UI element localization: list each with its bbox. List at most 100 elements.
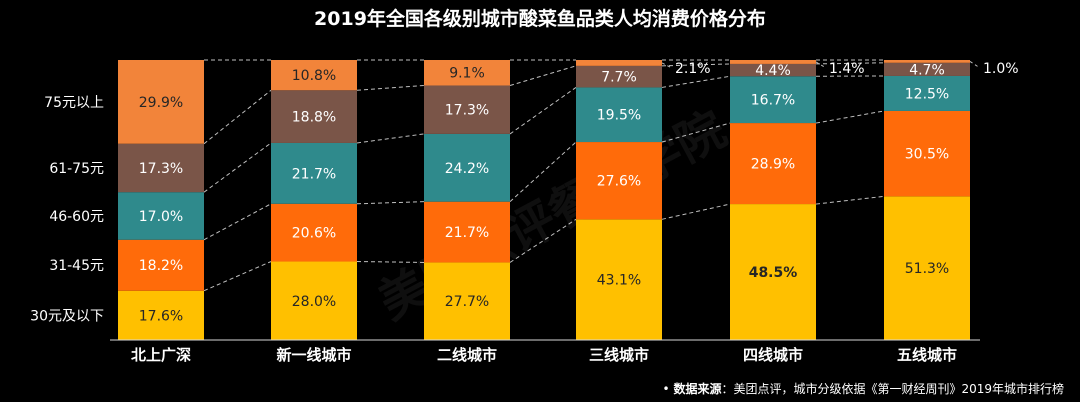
legend-label: 75元以上	[44, 95, 104, 111]
data-label: 4.7%	[909, 62, 945, 78]
category-label: 二线城市	[437, 346, 497, 364]
connector-lines	[203, 59, 981, 292]
data-label: 17.3%	[445, 103, 489, 119]
category-label: 四线城市	[743, 346, 803, 364]
connector-line	[661, 203, 731, 220]
bar-segment	[884, 75, 970, 111]
connector-line	[509, 65, 577, 86]
bar-segment	[730, 76, 816, 124]
category-label: 三线城市	[589, 346, 649, 364]
data-label: 10.8%	[292, 68, 336, 84]
data-label: 12.5%	[905, 86, 949, 102]
connector-line	[509, 218, 577, 263]
data-label: 9.1%	[449, 66, 485, 82]
data-label: 21.7%	[445, 225, 489, 241]
data-label: 16.7%	[751, 93, 795, 109]
bar-segment	[118, 192, 204, 240]
data-label: 48.5%	[749, 265, 798, 281]
connector-line	[203, 203, 272, 241]
connector-line	[661, 75, 731, 88]
bar-segment	[271, 203, 357, 262]
category-label: 新一线城市	[276, 346, 351, 364]
legend-label: 31-45元	[49, 258, 104, 274]
data-label: 24.2%	[445, 161, 489, 177]
bar-segment	[884, 110, 970, 197]
source-note: • 数据来源：美团点评，城市分级依据《第一财经周刊》2019年城市排行榜	[663, 380, 1064, 397]
bar-segment	[576, 142, 662, 220]
bar-segment	[424, 85, 510, 134]
data-label: 28.0%	[292, 294, 336, 310]
connector-line	[203, 261, 272, 292]
source-label: 数据来源	[673, 382, 722, 396]
label-leader-line	[661, 62, 673, 69]
category-label: 五线城市	[897, 346, 957, 364]
data-label: 21.7%	[292, 166, 336, 182]
chart-title: 2019年全国各级别城市酸菜鱼品类人均消费价格分布	[314, 8, 766, 30]
bar-segment	[118, 60, 204, 144]
data-label: 51.3%	[905, 261, 949, 277]
data-label: 4.4%	[755, 63, 791, 79]
data-label: 17.6%	[139, 308, 183, 324]
data-label: 7.7%	[601, 70, 637, 86]
bar-segment	[576, 87, 662, 143]
data-label: 27.7%	[445, 294, 489, 310]
data-label: 18.2%	[139, 258, 183, 274]
label-leader-line	[969, 60, 981, 69]
bar-segment	[118, 143, 204, 193]
data-label: 2.1%	[675, 61, 711, 77]
category-label: 北上广深	[131, 346, 191, 364]
data-label: 17.3%	[139, 161, 183, 177]
bar-segment	[271, 90, 357, 143]
source-text: ：美团点评，城市分级依据《第一财经周刊》2019年城市排行榜	[721, 382, 1064, 396]
bar-segment	[271, 60, 357, 91]
connector-line	[356, 84, 425, 91]
connector-line	[661, 122, 731, 143]
connector-line	[509, 87, 577, 135]
bar-segment	[271, 261, 357, 340]
bar-segment	[730, 60, 816, 64]
data-label: 28.9%	[751, 157, 795, 173]
bar-segment	[271, 142, 357, 204]
bar-segment	[118, 290, 204, 340]
bar-segment	[884, 60, 970, 63]
bar-segment	[576, 65, 662, 88]
connector-line	[356, 133, 425, 144]
legend-label: 61-75元	[49, 161, 104, 177]
bar-segment	[884, 62, 970, 76]
data-label: 29.9%	[139, 95, 183, 111]
label-leader-line	[815, 61, 827, 69]
connector-line	[661, 63, 731, 67]
bar-segments	[118, 60, 970, 340]
data-label: 20.6%	[292, 226, 336, 242]
bar-segment	[730, 123, 816, 205]
connector-line	[815, 62, 885, 65]
x-axis: 北上广深 新一线城市 二线城市 三线城市 四线城市 五线城市	[110, 339, 980, 364]
bar-segment	[730, 63, 816, 77]
connector-line	[815, 195, 885, 205]
data-label: 1.0%	[983, 61, 1019, 77]
bar-segment	[576, 219, 662, 340]
data-label: 17.0%	[139, 209, 183, 225]
value-labels: 17.6% 18.2% 17.0% 17.3% 29.9% 28.0% 20.6% 21.7%…	[139, 61, 1019, 324]
connector-line	[815, 110, 885, 124]
data-label: 18.8%	[292, 110, 336, 126]
legend: 30元及以下 31-45元 46-60元 61-75元 75元以上	[30, 95, 104, 324]
bar-segment	[424, 262, 510, 340]
bar-segment	[884, 196, 970, 340]
connector-line	[203, 142, 272, 193]
data-label: 43.1%	[597, 273, 641, 289]
data-label: 27.6%	[597, 174, 641, 190]
bar-segment	[118, 239, 204, 291]
data-label: 1.4%	[829, 61, 865, 77]
bar-segment	[424, 201, 510, 263]
data-label: 19.5%	[597, 108, 641, 124]
connector-line	[509, 141, 577, 203]
bar-segment	[576, 60, 662, 66]
legend-label: 30元及以下	[30, 308, 104, 324]
bar-segment	[730, 204, 816, 340]
source-bullet: •	[662, 382, 670, 396]
bar-segment	[424, 60, 510, 86]
legend-label: 46-60元	[49, 209, 104, 225]
bar-segment	[424, 133, 510, 202]
